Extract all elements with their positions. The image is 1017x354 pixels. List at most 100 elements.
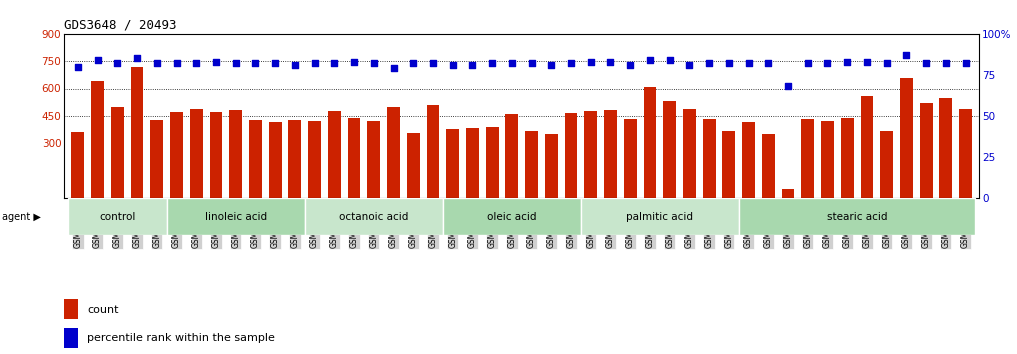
Point: [524, 61, 540, 66]
Point: [642, 57, 658, 63]
Point: [326, 61, 343, 66]
Point: [465, 62, 481, 68]
Text: GSM525208: GSM525208: [310, 201, 319, 248]
Bar: [407, 133, 420, 198]
Text: GSM525198: GSM525198: [113, 201, 122, 248]
Text: GSM525232: GSM525232: [783, 201, 792, 248]
Point: [622, 62, 639, 68]
Text: GSM525202: GSM525202: [192, 201, 200, 248]
Text: GSM525211: GSM525211: [369, 201, 378, 247]
Bar: [644, 87, 656, 198]
Text: GSM525207: GSM525207: [291, 201, 299, 248]
Point: [366, 61, 382, 66]
Point: [287, 62, 303, 68]
Bar: [92, 81, 104, 198]
Text: GSM525206: GSM525206: [271, 201, 280, 248]
Bar: [170, 112, 183, 198]
Text: GSM525224: GSM525224: [625, 201, 635, 248]
Bar: [466, 128, 479, 198]
Bar: [229, 110, 242, 198]
Text: GSM525210: GSM525210: [350, 201, 359, 248]
Bar: [151, 120, 163, 198]
Point: [129, 56, 145, 61]
Text: GSM525225: GSM525225: [646, 201, 655, 248]
Point: [346, 59, 362, 64]
Bar: [249, 120, 261, 198]
Bar: [71, 132, 84, 198]
Text: GSM525197: GSM525197: [94, 201, 102, 248]
Point: [740, 61, 757, 66]
Text: GSM525226: GSM525226: [665, 201, 674, 248]
Text: GSM525200: GSM525200: [153, 201, 162, 248]
Text: GSM525230: GSM525230: [744, 201, 753, 248]
Bar: [663, 101, 676, 198]
Text: GSM525228: GSM525228: [705, 201, 714, 247]
Point: [188, 61, 204, 66]
Point: [109, 61, 125, 66]
Bar: [442, 198, 581, 235]
Bar: [130, 67, 143, 198]
Bar: [210, 112, 223, 198]
Point: [681, 62, 698, 68]
Text: control: control: [99, 212, 135, 222]
Text: GSM525233: GSM525233: [803, 201, 813, 248]
Bar: [327, 112, 341, 198]
Text: GSM525236: GSM525236: [862, 201, 872, 248]
Point: [148, 61, 165, 66]
Text: GSM525196: GSM525196: [73, 201, 82, 248]
Text: octanoic acid: octanoic acid: [339, 212, 409, 222]
Point: [503, 61, 520, 66]
Point: [918, 61, 935, 66]
Text: GSM525209: GSM525209: [330, 201, 339, 248]
Bar: [68, 198, 167, 235]
Point: [385, 65, 402, 71]
Point: [760, 61, 776, 66]
Text: count: count: [87, 305, 118, 315]
Bar: [683, 109, 696, 198]
Text: GSM525223: GSM525223: [606, 201, 615, 248]
Bar: [881, 131, 893, 198]
Bar: [581, 198, 738, 235]
Text: palmitic acid: palmitic acid: [626, 212, 694, 222]
Bar: [308, 120, 321, 198]
Bar: [289, 120, 301, 198]
Text: GSM525237: GSM525237: [882, 201, 891, 248]
Bar: [167, 198, 305, 235]
Bar: [703, 119, 716, 198]
Text: GSM525221: GSM525221: [566, 201, 576, 247]
Text: GSM525219: GSM525219: [527, 201, 536, 248]
Point: [169, 61, 185, 66]
Text: GSM525201: GSM525201: [172, 201, 181, 248]
Bar: [900, 78, 913, 198]
Bar: [268, 122, 282, 198]
Text: GSM525204: GSM525204: [231, 201, 240, 248]
Point: [583, 59, 599, 64]
Bar: [64, 328, 77, 348]
Text: linoleic acid: linoleic acid: [204, 212, 266, 222]
Point: [839, 59, 855, 64]
Point: [247, 61, 263, 66]
Point: [484, 61, 500, 66]
Point: [267, 61, 284, 66]
Text: GSM525199: GSM525199: [132, 201, 141, 248]
Bar: [821, 120, 834, 198]
Bar: [348, 118, 360, 198]
Point: [444, 62, 461, 68]
Text: GSM525239: GSM525239: [921, 201, 931, 248]
Text: GSM525214: GSM525214: [428, 201, 437, 248]
Bar: [604, 110, 617, 198]
Point: [602, 59, 618, 64]
Point: [543, 62, 559, 68]
Text: GSM525205: GSM525205: [251, 201, 260, 248]
Bar: [762, 134, 775, 198]
Text: GSM525215: GSM525215: [448, 201, 458, 248]
Point: [799, 61, 816, 66]
Bar: [585, 112, 597, 198]
Bar: [426, 105, 439, 198]
Text: GSM525213: GSM525213: [409, 201, 418, 248]
Bar: [387, 107, 400, 198]
Text: GSM525216: GSM525216: [468, 201, 477, 248]
Bar: [545, 134, 557, 198]
Point: [957, 61, 973, 66]
Bar: [525, 131, 538, 198]
